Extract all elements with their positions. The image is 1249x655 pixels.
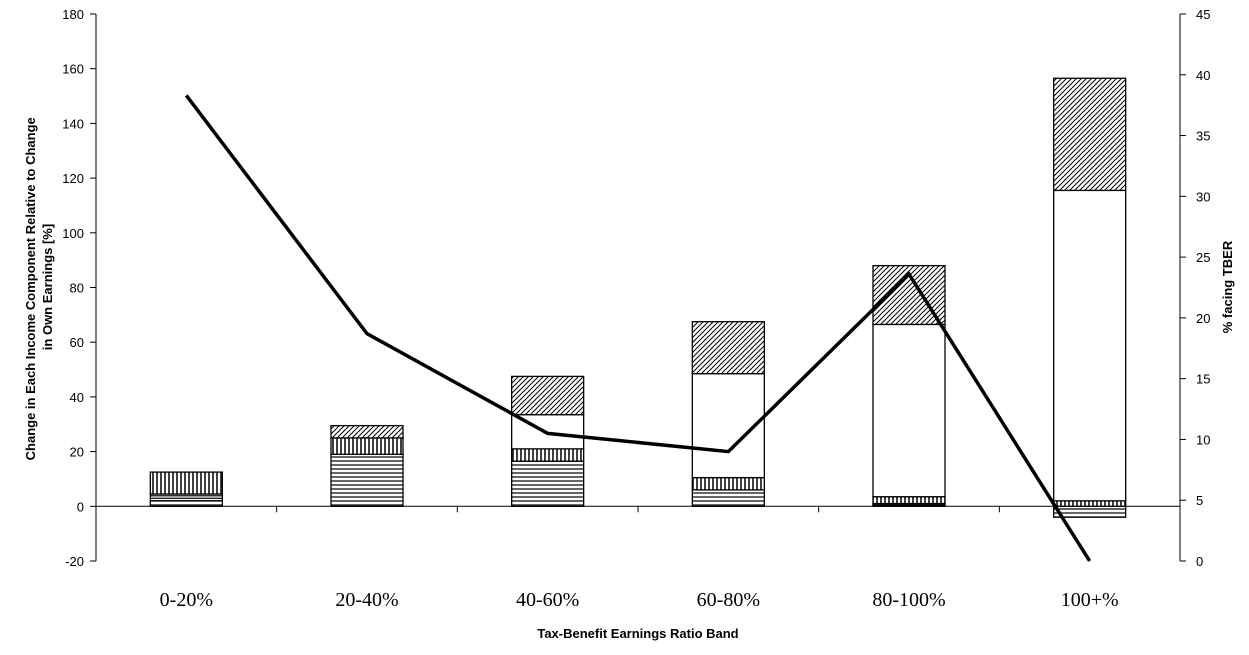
bar-segment-hlines — [330, 453, 404, 507]
left-tick-label: 80 — [70, 281, 84, 296]
x-category-label: 0-20% — [160, 589, 213, 611]
right-tick-label: 25 — [1196, 250, 1210, 265]
x-category-label: 20-40% — [335, 589, 398, 611]
left-tick-label: -20 — [65, 554, 84, 569]
left-tick-label: 40 — [70, 390, 84, 405]
tber-line — [184, 94, 1092, 562]
stacked-bars — [149, 77, 1127, 518]
y-axis-title: Change in Each Income Component Relative… — [23, 114, 55, 461]
x-category-label: 60-80% — [697, 589, 760, 611]
left-tick-label: 140 — [62, 116, 84, 131]
line-series — [184, 94, 1092, 562]
axis-titles: Change in Each Income Component Relative… — [23, 114, 1235, 641]
right-y-axis: 0 5 10 15 20 25 30 35 40 45 — [1179, 7, 1210, 569]
bar-segment-hlines — [511, 460, 585, 507]
bar-segment-vlines — [149, 471, 223, 495]
x-category-label: 100+% — [1061, 589, 1119, 611]
right-tick-label: 0 — [1196, 554, 1203, 569]
right-tick-label: 30 — [1196, 189, 1210, 204]
y-axis-title-line-2: in Own Earnings [%] — [40, 224, 55, 350]
left-y-axis: -20 0 20 40 60 80 100 120 140 160 180 — [62, 7, 97, 569]
bar-segment-diagonal — [330, 424, 404, 439]
right-tick-label: 20 — [1196, 311, 1210, 326]
bar-segment-hlines — [149, 500, 223, 507]
bar-segment-hlines — [691, 489, 765, 507]
bar-segment-vlines — [511, 448, 585, 462]
right-tick-label: 35 — [1196, 129, 1210, 144]
bar-segment-diagonal — [691, 321, 765, 375]
right-tick-label: 45 — [1196, 7, 1210, 22]
left-tick-label: 160 — [62, 62, 84, 77]
x-axis: 0-20% 20-40% 40-60% 60-80% 80-100% 100+% — [95, 505, 1181, 611]
bar-segment-vlines — [872, 496, 946, 505]
x-axis-title: Tax-Benefit Earnings Ratio Band — [537, 626, 738, 641]
bar-segment-vlines — [330, 437, 404, 455]
left-tick-label: 100 — [62, 226, 84, 241]
right-tick-label: 40 — [1196, 68, 1210, 83]
bar-segment-blank — [1053, 189, 1127, 502]
left-tick-label: 60 — [70, 335, 84, 350]
left-tick-label: 0 — [77, 499, 84, 514]
bar-segment-vlines — [1053, 500, 1127, 507]
bar-segment-diagonal — [1053, 77, 1127, 192]
bar-segment-vlines — [691, 476, 765, 491]
left-tick-label: 20 — [70, 445, 84, 460]
left-tick-label: 180 — [62, 7, 84, 22]
bar-segment-dense-hlines — [149, 493, 223, 502]
right-tick-label: 10 — [1196, 432, 1210, 447]
bar-segment-blank — [872, 323, 946, 498]
bar-segment-hlines — [1053, 505, 1127, 518]
bar-segment-diagonal — [511, 375, 585, 416]
right-tick-label: 5 — [1196, 493, 1203, 508]
y-axis-title-line-1: Change in Each Income Component Relative… — [23, 117, 38, 460]
x-category-label: 40-60% — [516, 589, 579, 611]
y2-axis-title: % facing TBER — [1220, 240, 1235, 333]
right-tick-label: 15 — [1196, 372, 1210, 387]
left-tick-label: 120 — [62, 171, 84, 186]
x-category-label: 80-100% — [872, 589, 945, 611]
